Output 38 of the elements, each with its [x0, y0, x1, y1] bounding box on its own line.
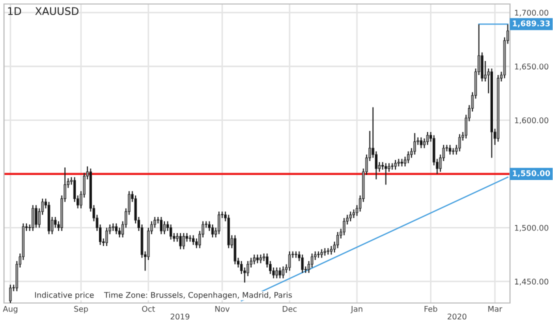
candlestick: [160, 216, 162, 235]
candlestick: [301, 254, 304, 274]
candlestick: [448, 144, 452, 156]
candlestick: [118, 227, 121, 238]
candlestick: [420, 136, 422, 149]
candlestick: [192, 234, 195, 246]
candlestick: [275, 266, 278, 279]
candlestick: [218, 211, 220, 235]
candlestick: [182, 232, 185, 250]
candlestick: [452, 148, 454, 156]
candlestick: [336, 231, 339, 249]
candlestick: [413, 132, 416, 156]
candlestick: [163, 220, 166, 235]
candlestick: [352, 208, 356, 219]
candlestick: [394, 159, 397, 170]
candlestick: [32, 204, 34, 232]
candlestick: [407, 150, 410, 164]
candlestick: [253, 254, 256, 265]
candlestick: [349, 211, 352, 222]
candlestick: [390, 162, 394, 170]
candlestick: [278, 266, 282, 279]
candlestick: [426, 131, 429, 146]
candlestick: [195, 238, 198, 249]
candlestick: [54, 216, 57, 228]
candlestick: [170, 224, 172, 240]
candlestick: [342, 217, 346, 236]
candlestick: [179, 232, 182, 250]
candlestick: [211, 224, 214, 238]
candlestick: [458, 134, 461, 152]
candlestick: [288, 250, 291, 272]
candlestick: [384, 162, 388, 186]
candlestick: [282, 266, 284, 279]
candlestick: [330, 245, 333, 256]
candlestick: [105, 227, 108, 247]
candlestick: [34, 204, 38, 228]
candlestick: [234, 234, 236, 265]
candlestick: [115, 222, 118, 235]
chart-title: 1D XAUUSD: [8, 7, 78, 16]
